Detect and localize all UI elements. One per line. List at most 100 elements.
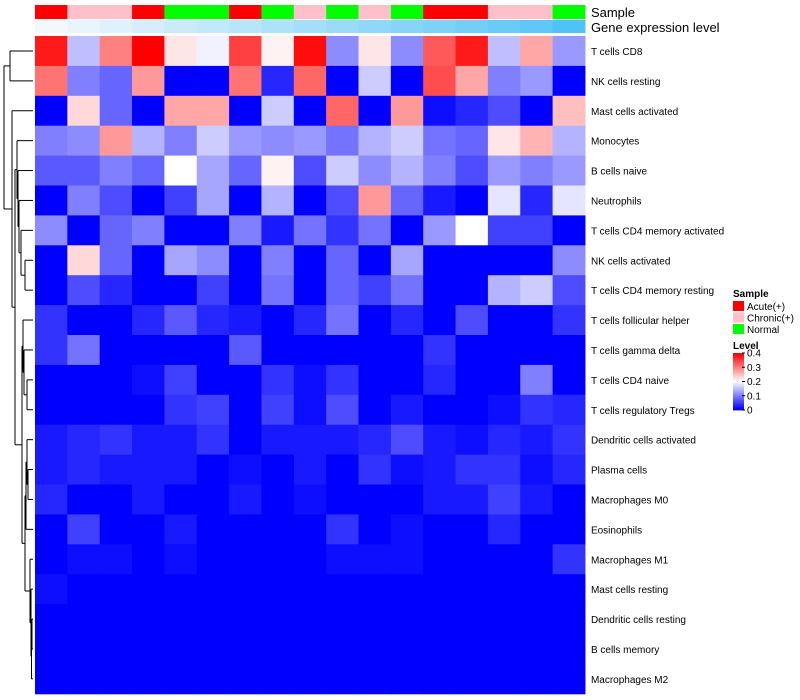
heatmap-cell	[358, 185, 392, 216]
heatmap-cell	[67, 95, 101, 127]
heatmap-cell	[229, 604, 262, 635]
heatmap-cell	[358, 155, 392, 186]
heatmap-cell	[67, 275, 101, 306]
sample-annotation-cell	[520, 5, 554, 19]
heatmap-cell	[520, 185, 554, 216]
legend-level-gradient-step	[733, 394, 744, 397]
heatmap-cell	[455, 125, 489, 157]
heatmap-cell	[358, 215, 392, 246]
row-label: Eosinophils	[591, 525, 642, 536]
heatmap-cell	[520, 275, 554, 306]
legend-level-gradient-step	[733, 382, 744, 385]
heatmap-cell	[552, 484, 586, 515]
heatmap-cell	[293, 245, 327, 276]
heatmap-cell	[455, 305, 489, 336]
legend-sample-title: Sample	[733, 289, 769, 300]
heatmap-cell	[293, 125, 327, 157]
heatmap-cell	[229, 185, 262, 216]
heatmap-cell	[35, 125, 68, 157]
legend-level-tick-label: 0.2	[747, 377, 761, 388]
sample-annotation-cell	[293, 5, 327, 19]
legend-level-gradient-step	[733, 372, 744, 375]
heatmap-cell	[552, 95, 586, 127]
heatmap-cell	[164, 185, 198, 216]
row-label: Neutrophils	[591, 196, 642, 207]
heatmap-cell	[99, 215, 133, 246]
heatmap-cell	[455, 604, 489, 635]
heatmap-cell	[487, 155, 521, 186]
heatmap-cell	[196, 275, 230, 306]
heatmap-cell	[132, 514, 165, 545]
heatmap-cell	[358, 544, 392, 575]
heatmap-cell	[520, 335, 554, 366]
heatmap-cell	[229, 394, 262, 426]
legend-level-gradient-step	[733, 374, 744, 377]
heatmap-cell	[326, 544, 359, 575]
heatmap-cell	[132, 663, 165, 695]
heatmap-cell	[261, 275, 295, 306]
heatmap-cell	[132, 364, 165, 396]
heatmap-cell	[520, 454, 554, 485]
heatmap-cell	[358, 394, 392, 426]
legend-level-title: Level	[733, 341, 759, 352]
heatmap-cell	[326, 36, 359, 67]
heatmap-cell	[132, 335, 165, 366]
heatmap-cell	[164, 484, 198, 515]
expression-annotation-cell	[390, 20, 424, 33]
heatmap-cell	[35, 335, 68, 366]
expression-annotation-cell	[326, 20, 359, 33]
heatmap-cell	[326, 215, 359, 246]
legend-level-gradient-step	[733, 387, 744, 390]
row-label: T cells CD4 memory resting	[591, 286, 714, 297]
heatmap-cell	[229, 424, 262, 456]
heatmap-cell	[132, 215, 165, 246]
heatmap-cell	[358, 574, 392, 605]
heatmap-cell	[229, 305, 262, 336]
heatmap-cell	[67, 484, 101, 515]
heatmap-cell	[520, 65, 554, 97]
legend-level-gradient-step	[733, 364, 744, 367]
heatmap-cell	[132, 634, 165, 665]
heatmap-cell	[229, 245, 262, 276]
heatmap-cell	[99, 574, 133, 605]
heatmap-cell	[423, 544, 457, 575]
heatmap-cell	[423, 95, 457, 127]
heatmap-cell	[552, 335, 586, 366]
heatmap-cell	[293, 305, 327, 336]
heatmap-cell	[164, 364, 198, 396]
heatmap-cell	[552, 36, 586, 67]
legend-level-gradient-step	[733, 368, 744, 371]
heatmap-cell	[390, 394, 424, 426]
heatmap-cell	[67, 155, 101, 186]
heatmap-cell	[552, 125, 586, 157]
heatmap-cell	[326, 155, 359, 186]
heatmap-cell	[196, 305, 230, 336]
heatmap-cell	[552, 215, 586, 246]
heatmap-cell	[196, 424, 230, 456]
heatmap-cell	[67, 335, 101, 366]
legend-level-gradient-step	[733, 367, 744, 370]
heatmap-cell	[326, 663, 359, 695]
heatmap-cell	[293, 454, 327, 485]
heatmap-cell	[261, 544, 295, 575]
heatmap-cell	[487, 65, 521, 97]
heatmap-cell	[326, 65, 359, 97]
sample-annotation-cell	[423, 5, 457, 19]
heatmap-cell	[520, 544, 554, 575]
row-label: Mast cells activated	[591, 107, 678, 118]
legend-level-gradient-step	[733, 397, 744, 399]
heatmap-cell	[99, 424, 133, 456]
legend-level-gradient-step	[733, 371, 744, 374]
heatmap-cell	[423, 394, 457, 426]
heatmap-cell	[487, 454, 521, 485]
legend-level-gradient-step	[733, 398, 744, 401]
heatmap-cell	[552, 544, 586, 575]
heatmap-cell	[423, 65, 457, 97]
sample-annotation-cell	[487, 5, 521, 19]
heatmap-cell	[293, 604, 327, 635]
heatmap-cell	[358, 454, 392, 485]
row-dendrogram	[3, 50, 33, 680]
heatmap-cell	[552, 245, 586, 276]
